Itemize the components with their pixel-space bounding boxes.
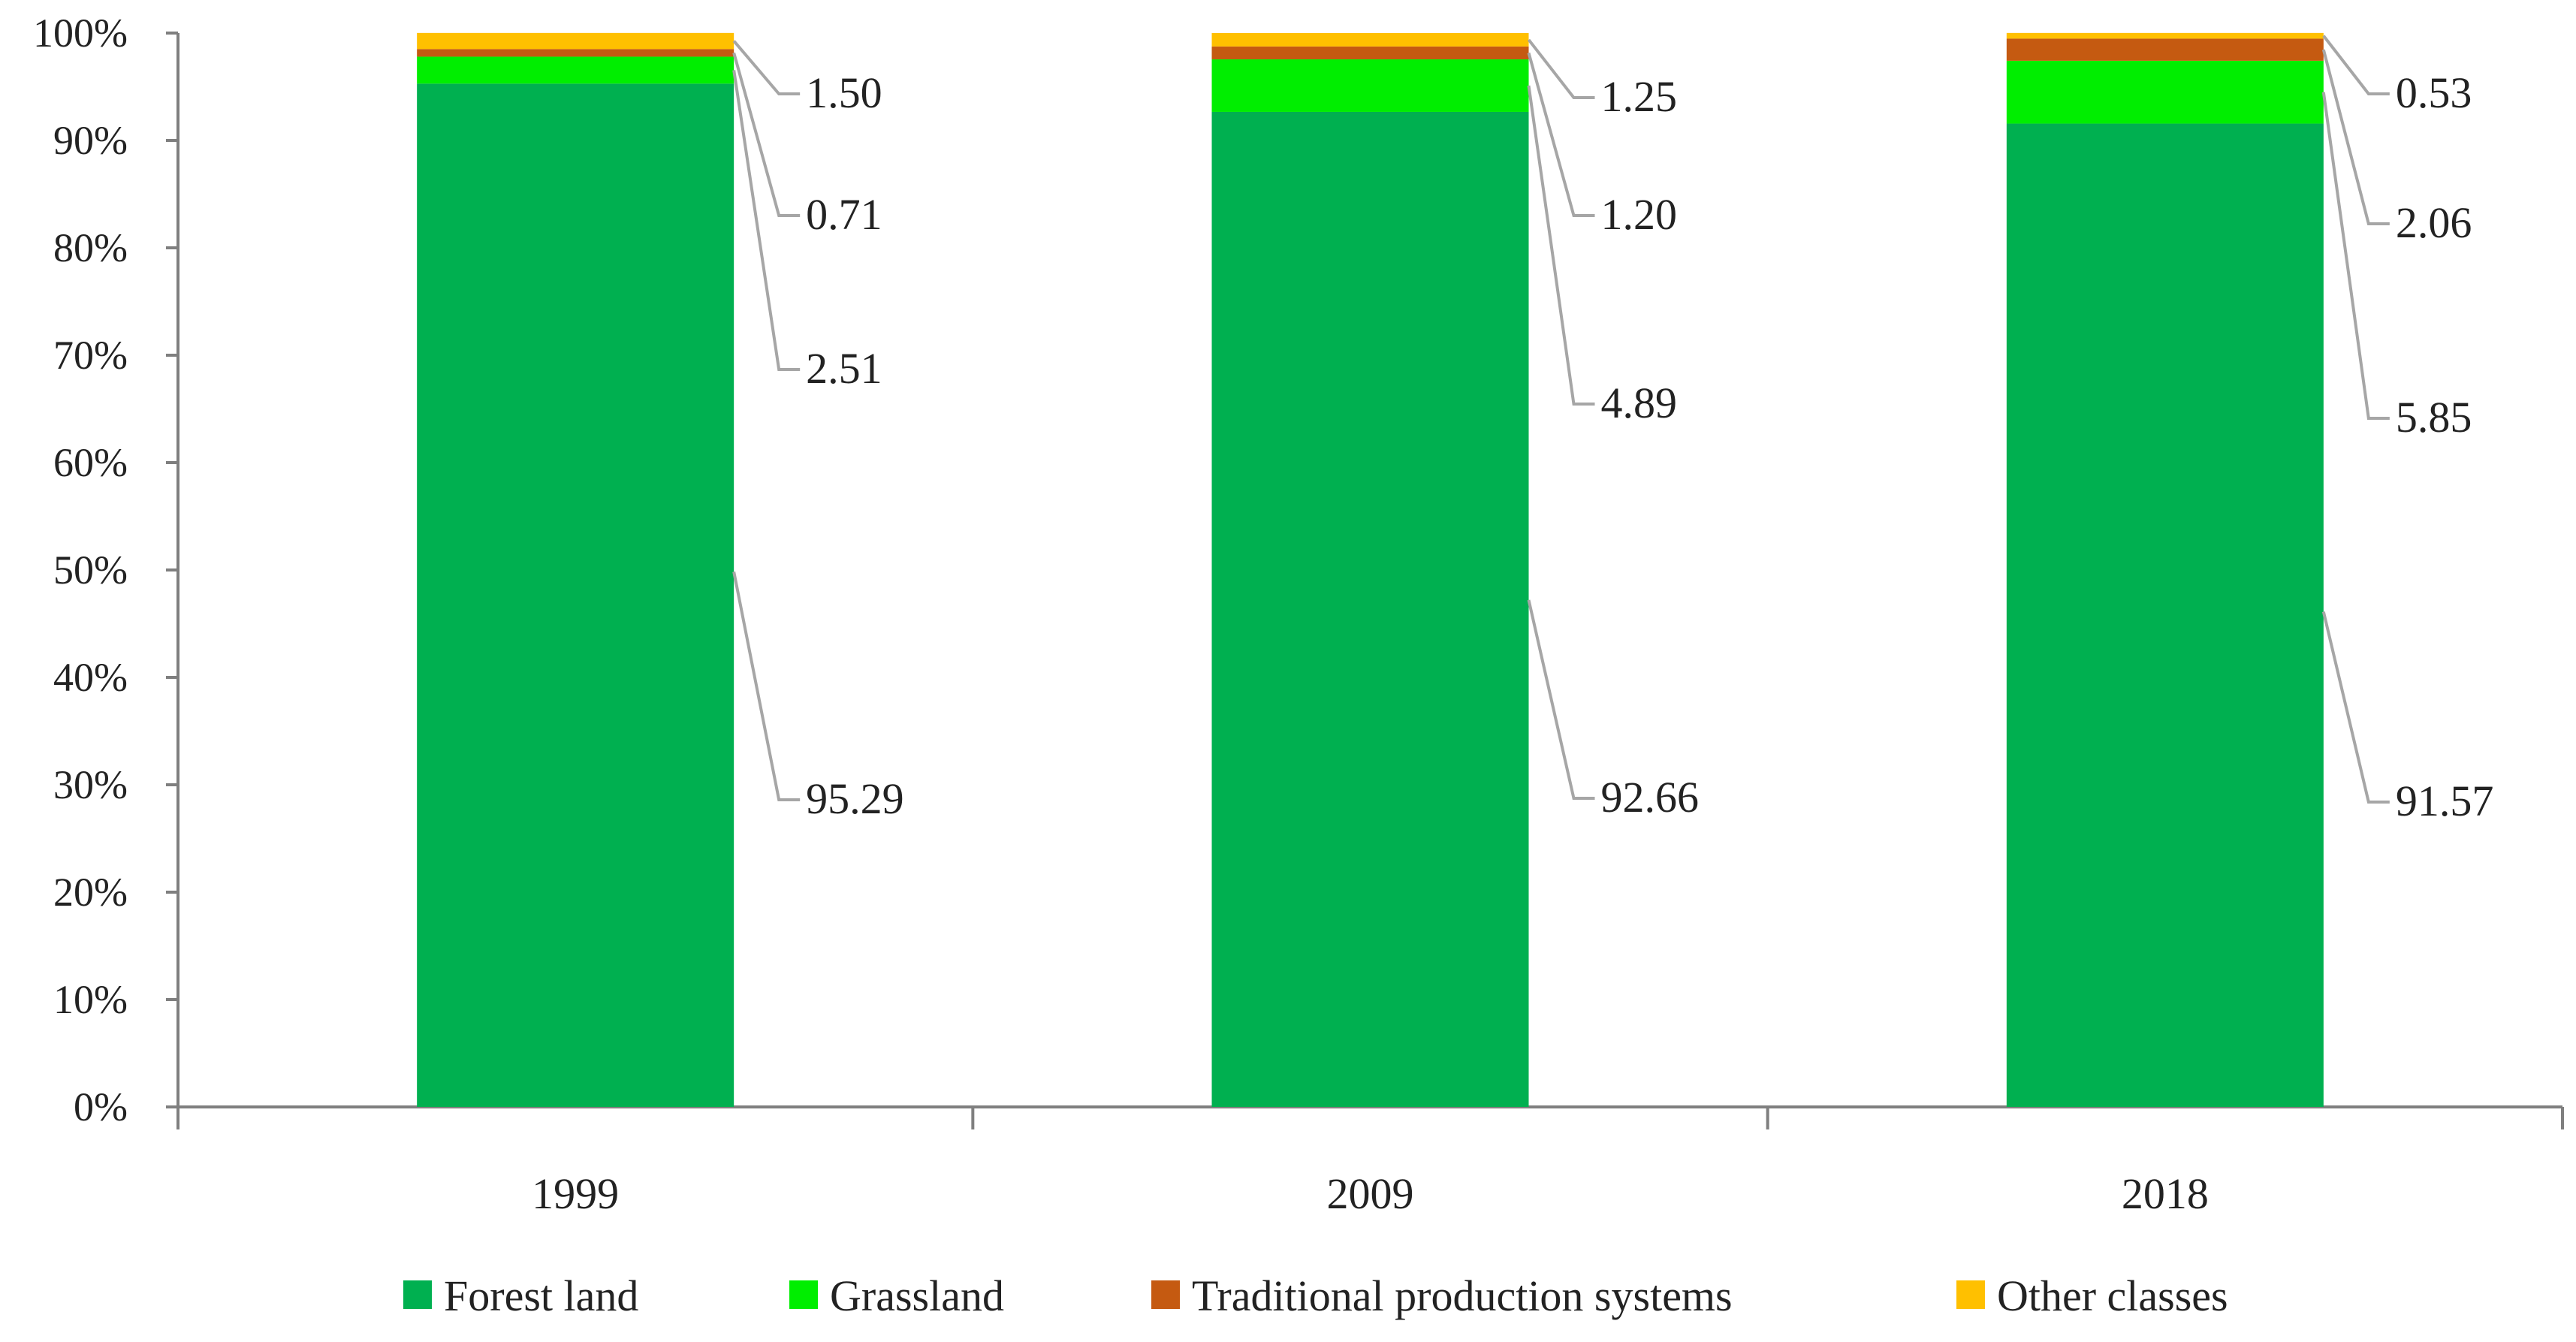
data-label: 0.71	[806, 190, 882, 239]
bar-segment	[2006, 38, 2324, 61]
data-label: 95.29	[806, 774, 904, 823]
y-tick-label: 70%	[53, 333, 128, 378]
leader-line	[732, 52, 801, 217]
bar-segment	[417, 56, 734, 84]
y-tick-label: 0%	[74, 1084, 128, 1129]
bar-segment	[2006, 32, 2324, 39]
legend-swatch	[789, 1280, 818, 1309]
legend-label: Forest land	[444, 1271, 638, 1320]
data-label: 4.89	[1601, 378, 1678, 427]
x-tick-label: 1999	[532, 1169, 619, 1218]
y-tick-label: 10%	[53, 977, 128, 1022]
data-label: 0.53	[2396, 68, 2472, 117]
leader-line	[1527, 52, 1595, 217]
bar-segment	[2006, 60, 2324, 124]
bar-segment	[417, 83, 734, 1107]
y-tick-label: 30%	[53, 762, 128, 807]
y-tick-label: 40%	[53, 655, 128, 700]
leader-line	[2321, 49, 2390, 225]
leader-line	[2322, 35, 2390, 95]
x-tick-label: 2018	[2122, 1169, 2209, 1218]
leader-line	[732, 70, 801, 371]
bar-segment	[1211, 33, 1529, 47]
y-tick-label: 60%	[53, 440, 128, 485]
y-tick-label: 20%	[53, 870, 128, 915]
leader-line	[1527, 599, 1595, 800]
legend-swatch	[403, 1280, 432, 1309]
data-label: 92.66	[1601, 773, 1700, 822]
leader-line	[1527, 85, 1595, 406]
leader-line	[732, 40, 801, 95]
leader-line	[1527, 38, 1595, 99]
y-tick-label: 100%	[33, 11, 128, 56]
data-label: 2.06	[2396, 198, 2472, 247]
legend-label: Grassland	[830, 1271, 1004, 1320]
data-label: 1.50	[806, 68, 882, 117]
legend-label: Traditional production systems	[1192, 1271, 1733, 1320]
y-tick-label: 50%	[53, 547, 128, 593]
legend-label: Other classes	[1997, 1271, 2228, 1320]
leader-line	[2321, 92, 2390, 420]
x-tick-label: 2009	[1327, 1169, 1414, 1218]
legend-swatch	[1151, 1280, 1180, 1309]
data-labels: 95.29 2.51 0.71 1.50 92.66 4.89 1.20 1.25 91.57 5…	[732, 35, 2494, 825]
bar-segment	[1211, 46, 1529, 60]
bar-segment	[417, 32, 734, 50]
x-axis: 1999 2009 2018	[176, 1105, 2564, 1218]
legend: Forest land Grassland Traditional producti…	[403, 1271, 2228, 1320]
y-axis: 0% 10% 20% 30% 40% 50% 60% 70% 80% 90% 100%	[33, 11, 179, 1129]
bar-segment	[417, 49, 734, 57]
bar-segment	[1211, 59, 1529, 112]
data-label: 1.25	[1601, 72, 1678, 121]
bars	[417, 32, 2324, 1108]
leader-line	[732, 571, 801, 801]
y-tick-label: 90%	[53, 118, 128, 163]
leader-line	[2321, 611, 2390, 804]
legend-swatch	[1956, 1280, 1985, 1309]
data-label: 2.51	[806, 344, 882, 393]
data-label: 5.85	[2396, 393, 2472, 442]
bar-segment	[2006, 123, 2324, 1108]
data-label: 1.20	[1601, 190, 1678, 239]
bar-segment	[1211, 111, 1529, 1107]
data-label: 91.57	[2396, 777, 2494, 825]
y-tick-label: 80%	[53, 225, 128, 270]
